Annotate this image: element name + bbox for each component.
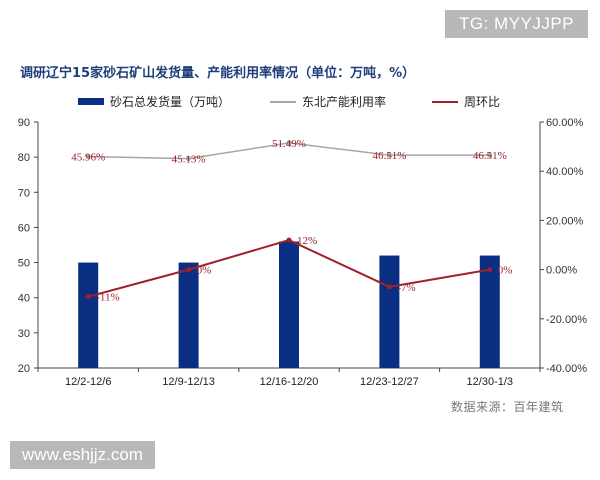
source-note: 数据来源：百年建筑: [451, 400, 564, 414]
y-right-tick-label: 20.00%: [546, 215, 584, 227]
legend-label-shipments: 砂石总发货量（万吨）: [110, 95, 231, 109]
legend-swatch-gray-line: [270, 100, 296, 103]
point-utilization: [85, 154, 91, 160]
point-utilization: [286, 140, 292, 146]
data-label-utilization: 46.51%: [473, 150, 507, 162]
point-utilization: [487, 152, 493, 158]
y-right-tick-label: 60.00%: [546, 117, 584, 129]
bar-shipments: [479, 255, 500, 368]
y-left-tick-label: 90: [18, 117, 30, 129]
y-left-tick-label: 20: [18, 363, 30, 375]
y-left-tick-label: 50: [18, 258, 30, 270]
bar-shipments: [78, 262, 99, 368]
y-right-tick-label: 0.00%: [546, 265, 577, 277]
chart-legend: 砂石总发货量（万吨） 东北产能利用率 周环比: [0, 93, 600, 111]
x-tick-label: 12/9-12/13: [162, 376, 215, 388]
point-utilization: [186, 156, 192, 162]
y-left-tick-label: 40: [18, 293, 30, 305]
y-left-tick-label: 70: [18, 187, 30, 199]
bar-shipments: [379, 255, 400, 368]
point-wow: [186, 267, 192, 273]
watermark-bottom: www.eshjjz.com: [10, 441, 155, 469]
x-tick-label: 12/30-1/3: [467, 376, 513, 388]
x-tick-label: 12/2-12/6: [65, 376, 111, 388]
legend-item-utilization: 东北产能利用率: [270, 93, 386, 110]
y-right-tick-label: 40.00%: [546, 166, 584, 178]
x-tick-label: 12/16-12/20: [260, 376, 319, 388]
data-label-utilization: 45.96%: [71, 152, 105, 164]
data-label-wow: 0%: [498, 265, 513, 277]
point-wow: [487, 267, 493, 273]
watermark-top: TG: MYYJJPP: [445, 10, 588, 38]
data-label-utilization: 51.49%: [272, 138, 306, 150]
y-left-tick-label: 60: [18, 222, 30, 234]
data-label-wow: -7%: [397, 282, 415, 294]
legend-item-wow: 周环比: [432, 93, 500, 110]
x-tick-label: 12/23-12/27: [360, 376, 419, 388]
point-wow: [85, 294, 91, 300]
data-label-wow: -11%: [96, 292, 119, 304]
legend-item-shipments: 砂石总发货量（万吨）: [78, 93, 230, 110]
y-right-tick-label: -20.00%: [546, 314, 587, 326]
point-wow: [286, 237, 292, 243]
legend-label-wow: 周环比: [464, 95, 501, 109]
point-utilization: [386, 152, 392, 158]
y-left-tick-label: 30: [18, 328, 30, 340]
data-label-utilization: 46.51%: [372, 150, 406, 162]
data-label-utilization: 45.13%: [172, 154, 206, 166]
bar-shipments: [178, 262, 199, 368]
bar-shipments: [279, 241, 299, 368]
point-wow: [386, 284, 392, 290]
legend-swatch-red-line: [432, 100, 458, 103]
y-left-tick-label: 80: [18, 152, 30, 164]
legend-label-utilization: 东北产能利用率: [302, 95, 387, 109]
data-label-wow: 0%: [197, 265, 212, 277]
data-label-wow: 12%: [297, 235, 317, 247]
y-right-tick-label: -40.00%: [546, 363, 587, 375]
legend-swatch-bar: [78, 98, 104, 105]
chart-title: 调研辽宁15家砂石矿山发货量、产能利用率情况（单位：万吨，%）: [20, 66, 416, 81]
